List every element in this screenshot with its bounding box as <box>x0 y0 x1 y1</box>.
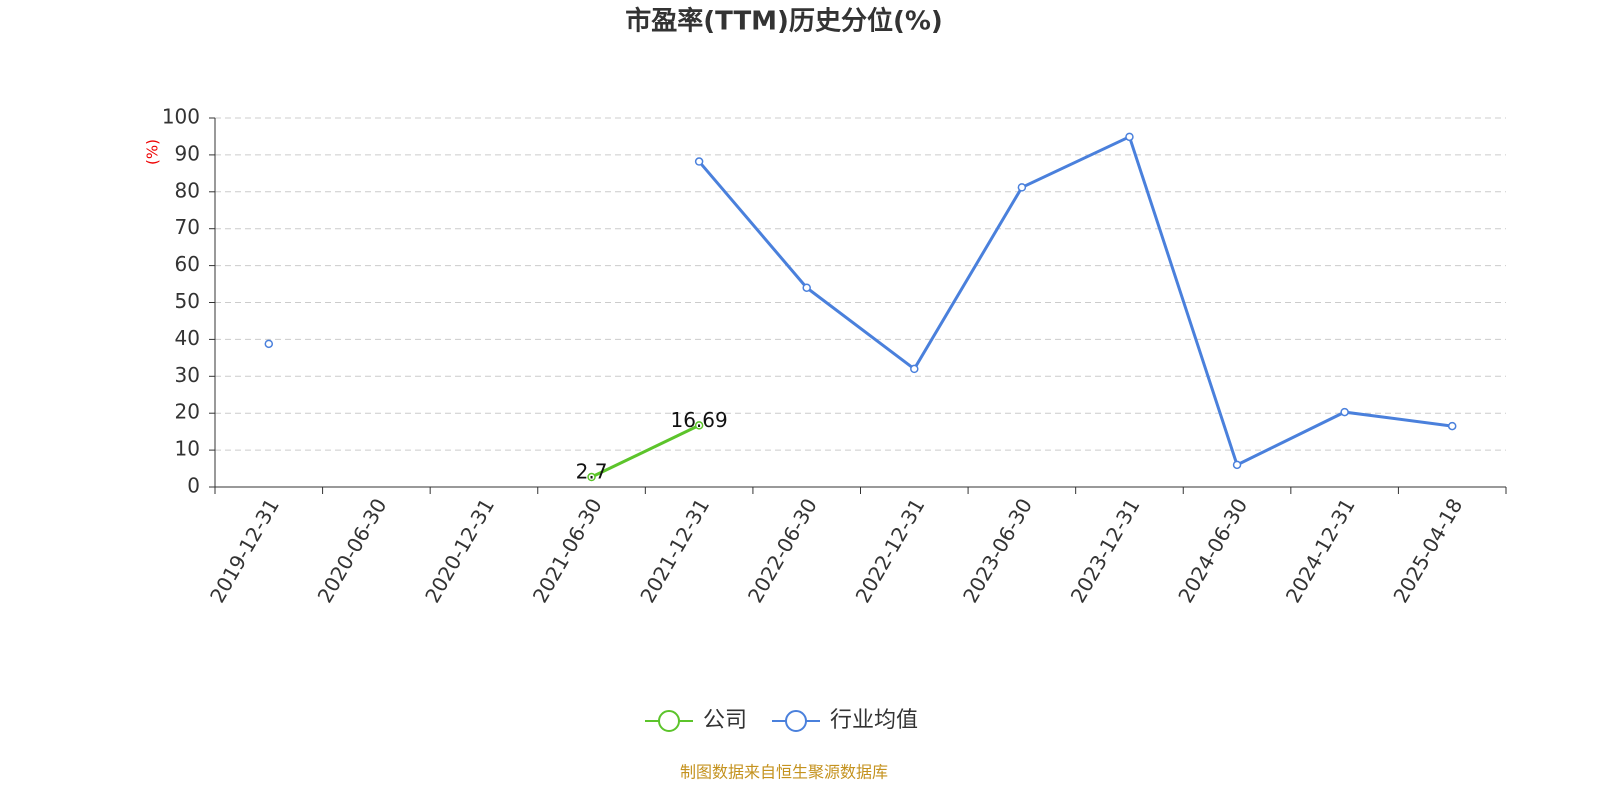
x-tick-label: 2024-12-31 <box>1281 494 1360 607</box>
data-point <box>264 339 274 349</box>
data-point <box>802 283 811 292</box>
data-point <box>1447 421 1457 431</box>
data-point <box>587 472 596 482</box>
data-point <box>1125 132 1134 142</box>
y-tick-label: 60 <box>175 252 200 276</box>
legend-label[interactable]: 行业均值 <box>830 708 918 733</box>
x-tick-label: 2021-06-30 <box>528 494 607 607</box>
x-tick-label: 2020-12-31 <box>420 494 499 607</box>
x-tick-label: 2024-06-30 <box>1173 494 1252 607</box>
x-tick-label: 2023-06-30 <box>958 494 1037 607</box>
y-axis-label: (%) <box>144 139 162 165</box>
y-tick-label: 30 <box>175 363 200 387</box>
y-tick-label: 100 <box>162 105 200 129</box>
y-tick-label: 20 <box>175 400 200 424</box>
legend-marker[interactable] <box>785 710 807 732</box>
data-point <box>694 157 704 166</box>
y-tick-label: 0 <box>187 474 200 498</box>
legend-label[interactable]: 公司 <box>703 708 747 733</box>
data-point <box>1340 407 1349 417</box>
y-tick-label: 40 <box>175 326 200 350</box>
y-tick-label: 50 <box>175 289 200 313</box>
legend-marker[interactable] <box>658 710 680 732</box>
x-tick-label: 2022-12-31 <box>850 494 929 607</box>
data-point <box>1017 183 1027 192</box>
x-tick-label: 2025-04-18 <box>1388 494 1467 607</box>
y-tick-label: 80 <box>175 178 200 202</box>
x-tick-label: 2020-06-30 <box>313 494 392 607</box>
series-line <box>697 134 1453 467</box>
data-label: 2.7 <box>576 460 608 484</box>
x-tick-label: 2021-12-31 <box>635 494 714 607</box>
data-label: 16.69 <box>670 408 727 432</box>
x-tick-label: 2019-12-31 <box>205 494 284 607</box>
y-tick-label: 90 <box>175 141 200 165</box>
x-tick-label: 2022-06-30 <box>743 494 822 607</box>
x-tick-label: 2023-12-31 <box>1066 494 1145 607</box>
data-point <box>1232 460 1242 470</box>
y-tick-label: 10 <box>175 437 200 461</box>
series-line <box>590 424 700 479</box>
source-note: 制图数据来自恒生聚源数据库 <box>680 763 888 782</box>
chart-title: 市盈率(TTM)历史分位(%) <box>625 6 943 37</box>
data-point <box>694 421 704 430</box>
data-point <box>910 364 919 374</box>
y-tick-label: 70 <box>175 215 200 239</box>
